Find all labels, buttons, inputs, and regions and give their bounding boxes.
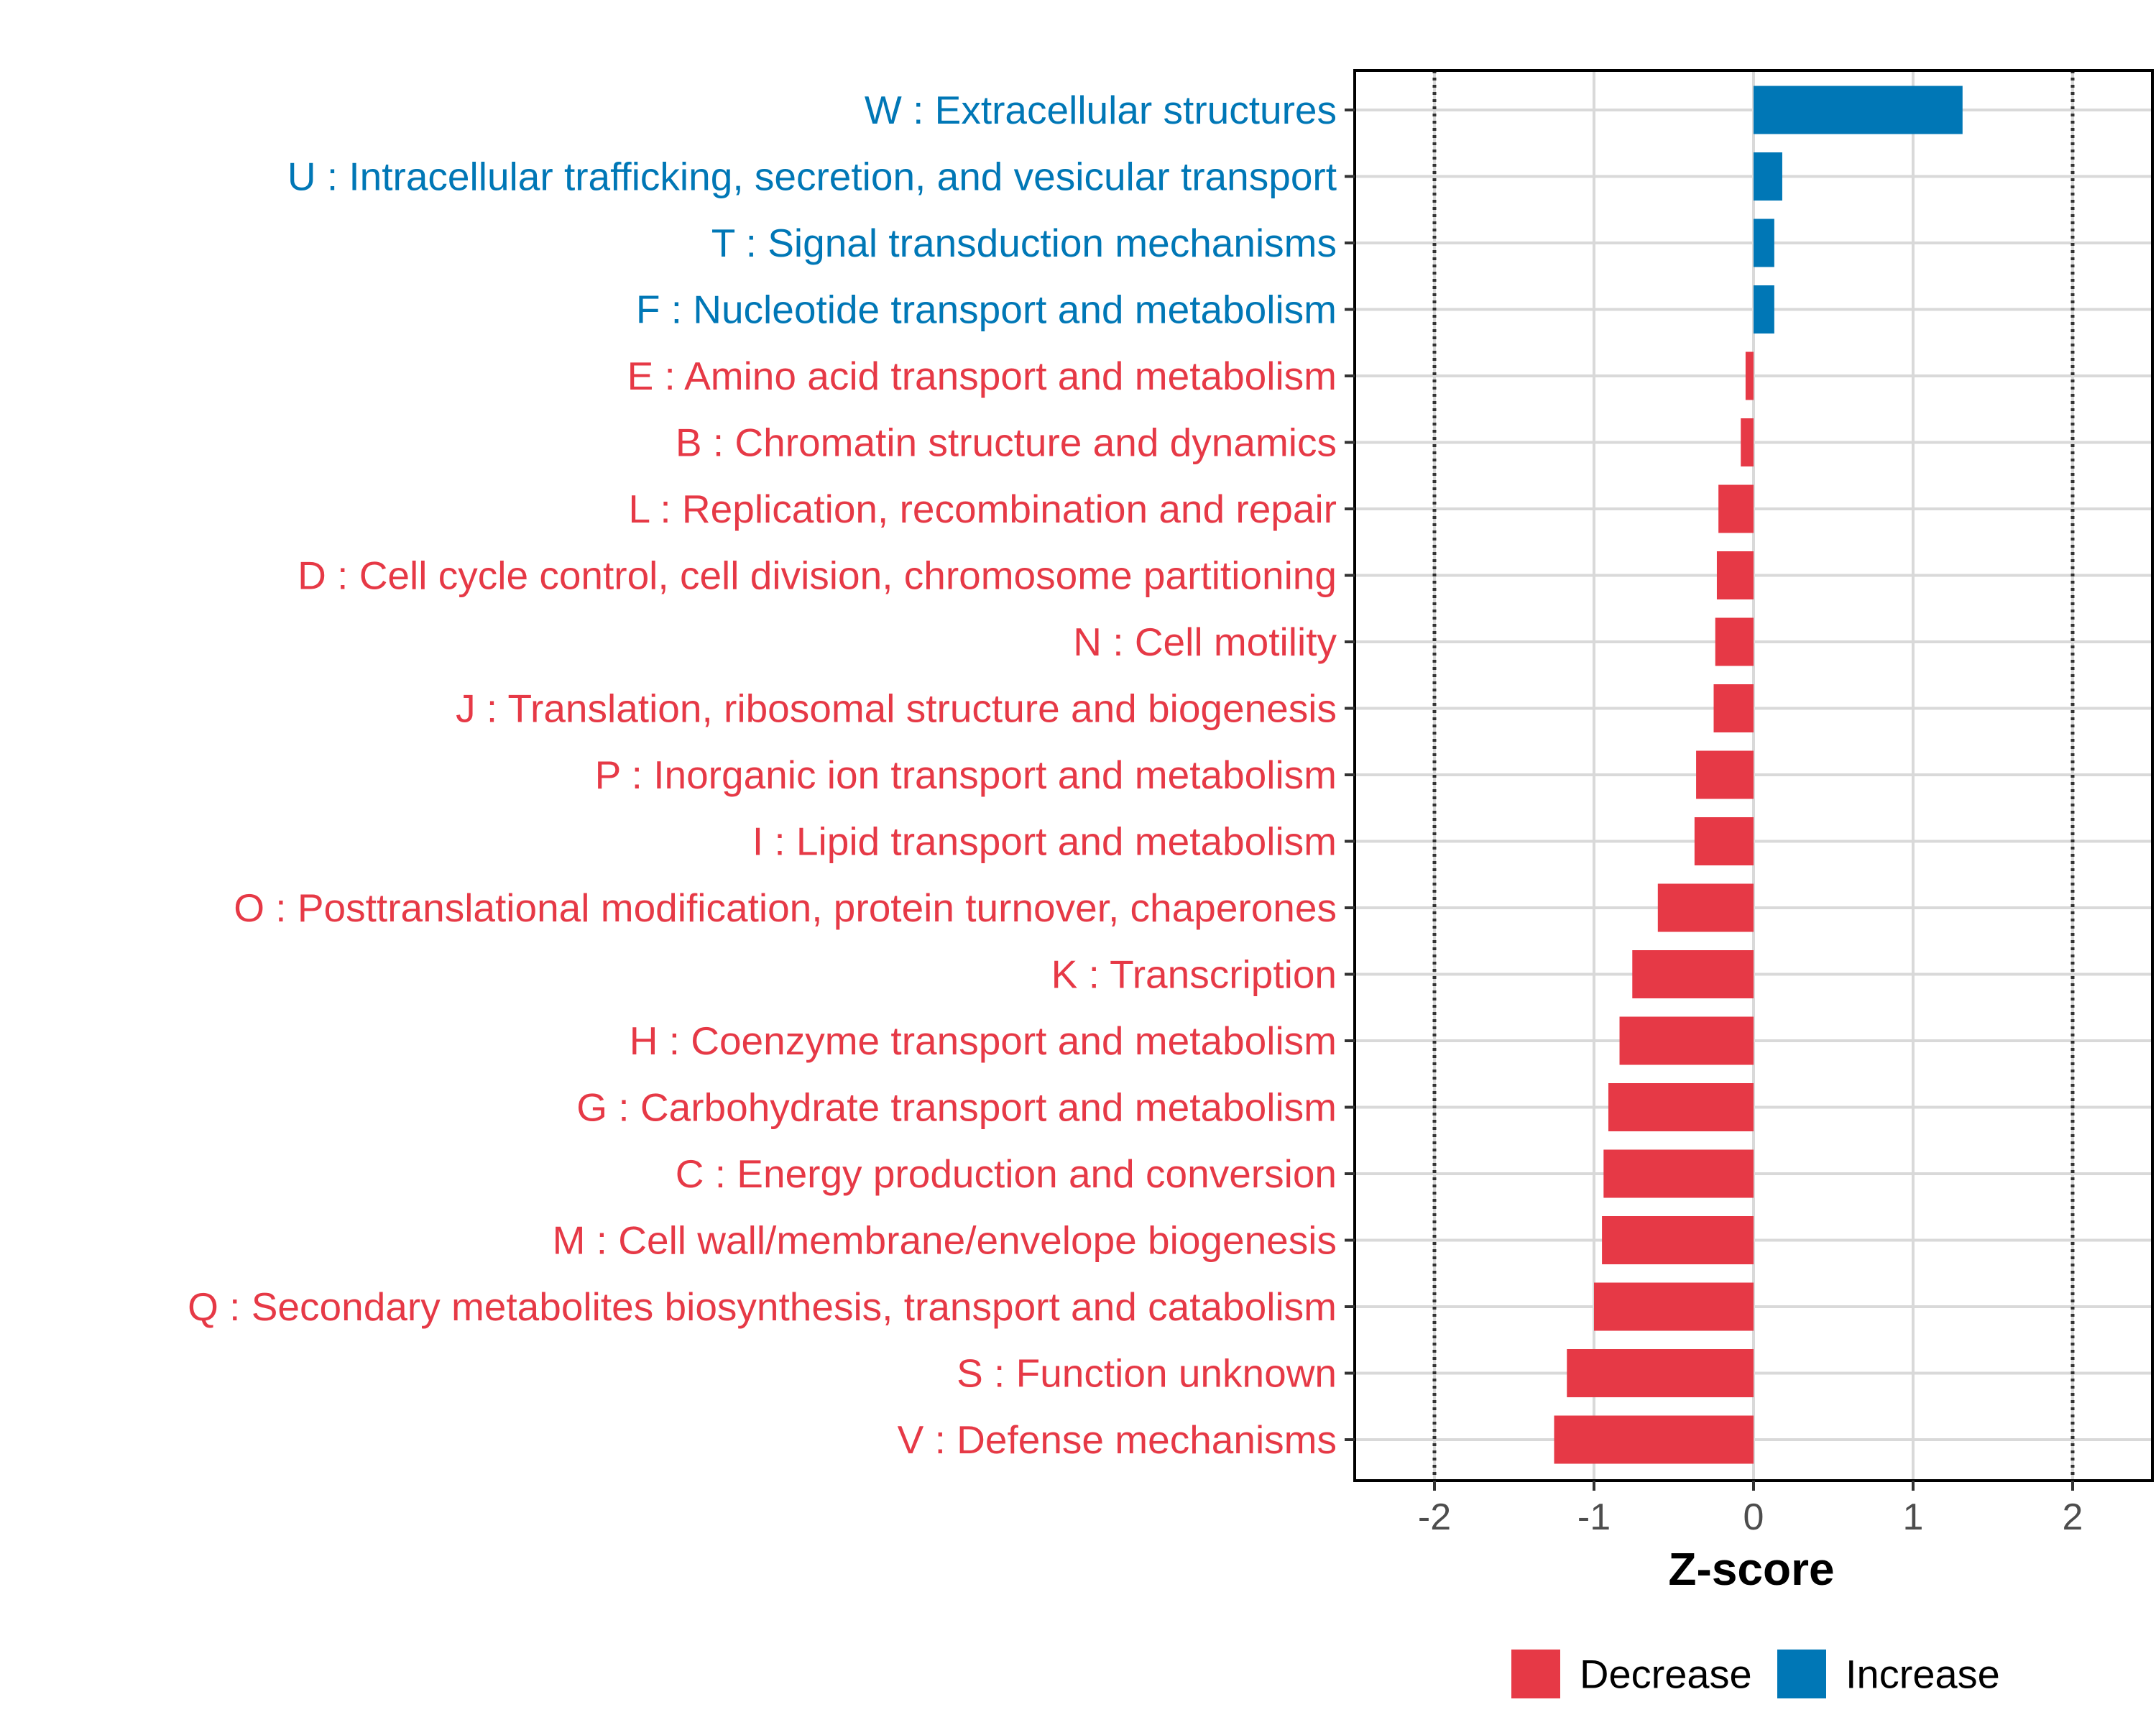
bar-l bbox=[1718, 484, 1754, 533]
bar-d bbox=[1716, 551, 1754, 599]
category-label: C : Energy production and conversion bbox=[676, 1151, 1337, 1196]
legend-swatch-increase bbox=[1777, 1650, 1826, 1698]
bar-p bbox=[1696, 750, 1754, 799]
threshold-lines bbox=[1432, 70, 2075, 1481]
bar-n bbox=[1715, 617, 1754, 666]
bar-h bbox=[1619, 1016, 1754, 1065]
y-axis-ticks bbox=[1345, 109, 1355, 1441]
category-label: H : Coenzyme transport and metabolism bbox=[630, 1018, 1337, 1063]
category-label: K : Transcription bbox=[1051, 952, 1337, 997]
category-label: G : Carbohydrate transport and metabolis… bbox=[576, 1085, 1337, 1130]
category-label: N : Cell motility bbox=[1073, 620, 1337, 664]
category-label: O : Posttranslational modification, prot… bbox=[234, 886, 1337, 930]
category-label: S : Function unknown bbox=[957, 1351, 1337, 1396]
bar-i bbox=[1694, 817, 1754, 865]
legend: Decrease Increase bbox=[1511, 1650, 2000, 1698]
bar-o bbox=[1657, 883, 1754, 932]
x-axis-title: Z-score bbox=[1668, 1543, 1834, 1595]
bar-s bbox=[1567, 1349, 1754, 1397]
bar-v bbox=[1554, 1415, 1754, 1464]
x-tick-label: 0 bbox=[1743, 1496, 1764, 1538]
category-label: T : Signal transduction mechanisms bbox=[711, 221, 1337, 265]
x-tick-label: 1 bbox=[1903, 1496, 1924, 1538]
x-axis-ticks: -2 -1 0 1 2 bbox=[1418, 1481, 2083, 1538]
legend-label-decrease: Decrease bbox=[1580, 1652, 1752, 1697]
category-labels: W : Extracellular structures U : Intracel… bbox=[188, 88, 1337, 1462]
bar-t bbox=[1754, 218, 1774, 267]
category-label: P : Inorganic ion transport and metaboli… bbox=[595, 753, 1337, 797]
category-label: F : Nucleotide transport and metabolism bbox=[636, 288, 1337, 332]
bar-c bbox=[1603, 1149, 1754, 1198]
bar-j bbox=[1713, 684, 1754, 732]
category-label: B : Chromatin structure and dynamics bbox=[676, 420, 1337, 465]
category-label: J : Translation, ribosomal structure and… bbox=[456, 686, 1337, 731]
bar-u bbox=[1754, 152, 1782, 201]
bar-q bbox=[1594, 1282, 1754, 1331]
category-label: Q : Secondary metabolites biosynthesis, … bbox=[188, 1284, 1337, 1329]
category-label: E : Amino acid transport and metabolism bbox=[627, 354, 1337, 398]
x-tick-label: 2 bbox=[2063, 1496, 2083, 1538]
x-tick-label: -2 bbox=[1418, 1496, 1451, 1538]
x-tick-label: -1 bbox=[1577, 1496, 1611, 1538]
bar-w bbox=[1754, 86, 1963, 134]
bar-b bbox=[1741, 418, 1754, 466]
category-label: L : Replication, recombination and repai… bbox=[629, 487, 1337, 531]
category-label: V : Defense mechanisms bbox=[898, 1417, 1337, 1462]
category-label: U : Intracellular trafficking, secretion… bbox=[287, 155, 1337, 199]
category-label: W : Extracellular structures bbox=[865, 88, 1337, 132]
bar-f bbox=[1754, 285, 1774, 334]
bars bbox=[1554, 86, 1963, 1464]
legend-swatch-decrease bbox=[1511, 1650, 1560, 1698]
bar-g bbox=[1608, 1083, 1754, 1131]
category-label: I : Lipid transport and metabolism bbox=[752, 819, 1337, 864]
bar-e bbox=[1745, 351, 1754, 400]
bar-m bbox=[1602, 1216, 1754, 1264]
category-label: D : Cell cycle control, cell division, c… bbox=[298, 553, 1337, 598]
category-label: M : Cell wall/membrane/envelope biogenes… bbox=[553, 1218, 1337, 1263]
legend-label-increase: Increase bbox=[1846, 1652, 2000, 1697]
bar-k bbox=[1632, 950, 1754, 998]
